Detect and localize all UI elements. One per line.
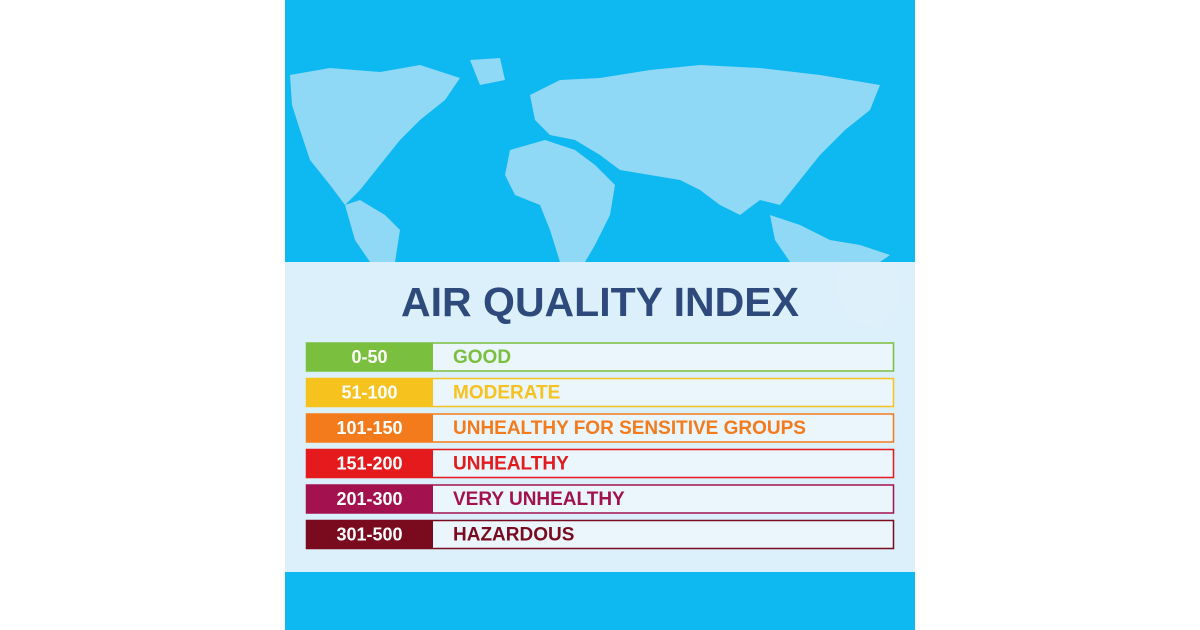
category: GOOD — [453, 347, 511, 368]
category: UNHEALTHY FOR SENSITIVE GROUPS — [453, 418, 806, 439]
range: 101-150 — [336, 418, 402, 438]
range: 0-50 — [351, 347, 387, 367]
range: 151-200 — [336, 453, 402, 473]
range-cell — [306, 414, 433, 442]
title: AIR QUALITY INDEX — [401, 279, 799, 325]
range-cell — [306, 449, 433, 478]
range-cell — [306, 378, 433, 407]
range-cell — [306, 520, 433, 549]
category: MODERATE — [453, 383, 560, 404]
category: VERY UNHEALTHY — [453, 489, 625, 510]
range-cell — [306, 343, 433, 371]
aqi-table: 0-50 GOOD 51-100 MODERATE 101-150 UNHEALTHY F… — [305, 342, 895, 550]
range: 301-500 — [336, 524, 402, 544]
category: UNHEALTHY — [453, 454, 569, 475]
range-cell — [306, 485, 433, 513]
category: HAZARDOUS — [453, 525, 574, 546]
range: 201-300 — [336, 489, 402, 509]
range: 51-100 — [341, 382, 397, 402]
